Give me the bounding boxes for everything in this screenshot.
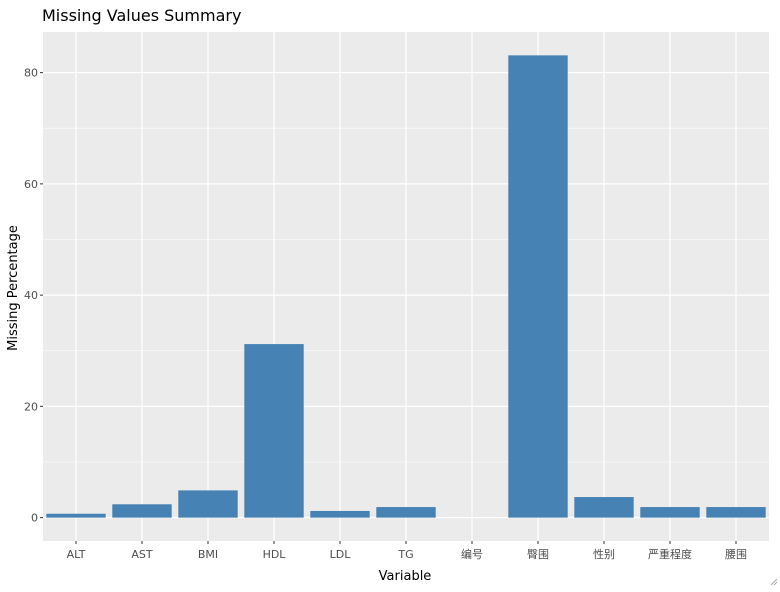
x-tick-label: AST [131,548,153,561]
bar-AST [112,504,172,518]
bar-腰围 [706,507,766,518]
x-tick-label: HDL [263,548,287,561]
bar-LDL [310,510,370,518]
x-tick-label: 严重程度 [648,547,692,561]
resize-grip-icon[interactable] [768,576,778,586]
bar-TG [376,507,436,518]
y-tick-label: 80 [24,67,38,80]
bar-BMI [178,490,238,518]
x-tick-label: 性别 [593,547,615,561]
x-axis-label: Variable [379,569,432,584]
x-tick-label: ALT [67,548,86,561]
y-tick-label: 0 [31,512,38,525]
x-tick-label: LDL [330,548,352,561]
x-tick-label: BMI [198,548,218,561]
y-tick-label: 60 [24,178,38,191]
x-tick-label: 臀围 [527,548,549,561]
bar-臀围 [508,55,568,518]
bar-性别 [574,497,634,518]
axes: 0 20 40 60 80 ALT AST BMI HDL LDL TG 编号 臀围 性别 严重程度 腰围 [24,67,747,561]
bars [46,55,766,518]
x-tick-label: 腰围 [725,548,747,561]
bar-HDL [244,344,304,518]
x-tick-label: 编号 [461,547,483,561]
y-axis-label: Missing Percentage [6,225,21,351]
y-tick-label: 20 [24,400,38,413]
y-tick-label: 40 [24,289,38,302]
bar-ALT [46,513,106,518]
x-tick-label: TG [397,548,413,561]
chart-title: Missing Values Summary [42,6,241,25]
grid-lines [43,32,769,541]
bar-严重程度 [640,507,700,518]
